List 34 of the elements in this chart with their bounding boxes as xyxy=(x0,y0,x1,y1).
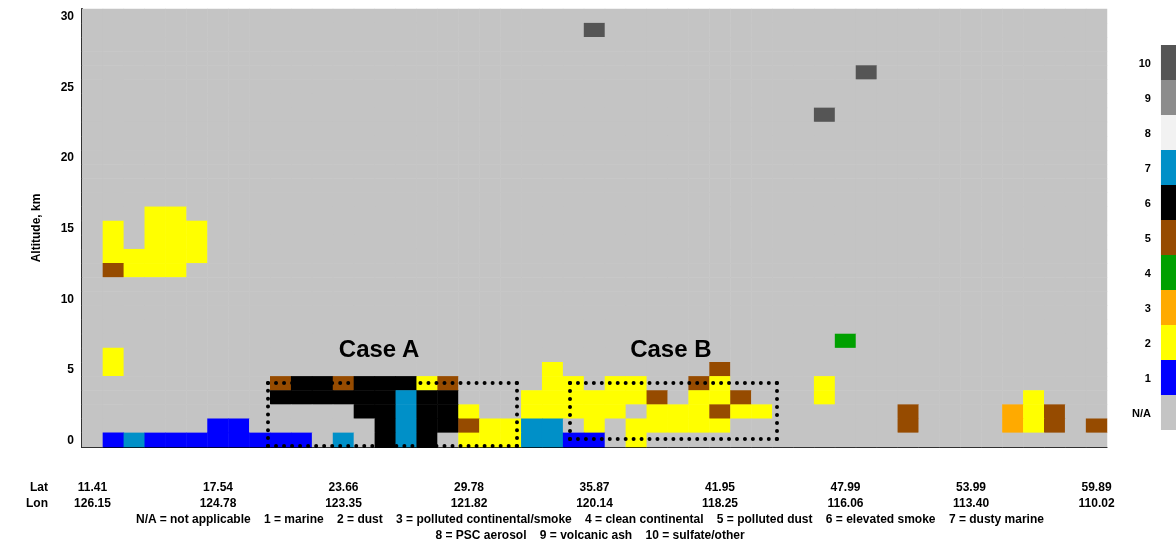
x-tick-label: 59.89 110.02 xyxy=(1078,480,1115,510)
text: Lon xyxy=(26,496,48,510)
color-bar-label: 1 xyxy=(1144,371,1151,384)
x-tick-label: 41.95 118.25 xyxy=(701,480,739,510)
y-tick-label: 10 xyxy=(60,291,75,306)
x-tick-label: 11.41 126.15 xyxy=(74,480,112,510)
color-bar-label: 3 xyxy=(1144,301,1151,314)
color-bar-label: 7 xyxy=(1144,161,1151,174)
y-tick-label: 30 xyxy=(60,9,75,24)
y-tick-label: 0 xyxy=(67,432,75,447)
annotation: Case A xyxy=(338,334,420,362)
color-bar-label: 10 xyxy=(1138,56,1151,69)
y-tick-label: 20 xyxy=(60,150,75,165)
color-bar-label: 4 xyxy=(1144,266,1152,279)
x-tick-label: 53.99 113.40 xyxy=(953,480,990,510)
x-tick-label: 47.99 116.06 xyxy=(827,480,864,510)
color-bar-label: 6 xyxy=(1144,196,1151,209)
x-tick-label: 35.87 120.14 xyxy=(576,480,614,510)
text: Lat xyxy=(30,480,48,494)
x-tick-label: 23.66 123.35 xyxy=(325,480,363,510)
color-bar-label: 8 xyxy=(1144,126,1151,139)
text: N/A = not applicable 1 = marine 2 = dust 3 = polluted continental/smoke 4 = clean continental 5 = polluted dust 6 = elevated smoke 7 = dusty marine xyxy=(136,512,1045,526)
y-tick-label: 15 xyxy=(60,221,75,235)
color-bar-label: 5 xyxy=(1144,231,1151,244)
color-bar-label: 9 xyxy=(1144,91,1151,104)
annotation: Case B xyxy=(630,334,712,362)
y-tick-label: 25 xyxy=(60,79,75,94)
x-tick-label: 29.78 121.82 xyxy=(450,480,488,510)
color-bar-label: N/A xyxy=(1131,406,1151,419)
y-tick-label: 5 xyxy=(67,362,75,377)
y-axis-title: Altitude, km xyxy=(29,193,43,263)
x-tick-label: 17.54 124.78 xyxy=(199,480,237,510)
color-bar-label: 2 xyxy=(1144,336,1151,349)
text: 8 = PSC aerosol 9 = volcanic ash 10 = sulfate/other xyxy=(435,528,745,542)
